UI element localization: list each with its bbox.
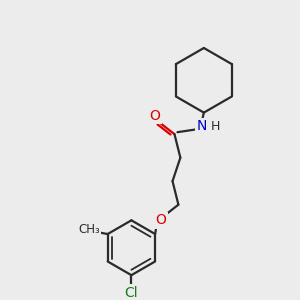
Text: H: H: [211, 120, 220, 133]
Text: O: O: [149, 109, 160, 122]
Text: O: O: [155, 213, 166, 227]
Text: CH₃: CH₃: [78, 223, 100, 236]
Text: N: N: [197, 119, 207, 133]
Text: Cl: Cl: [124, 286, 138, 300]
